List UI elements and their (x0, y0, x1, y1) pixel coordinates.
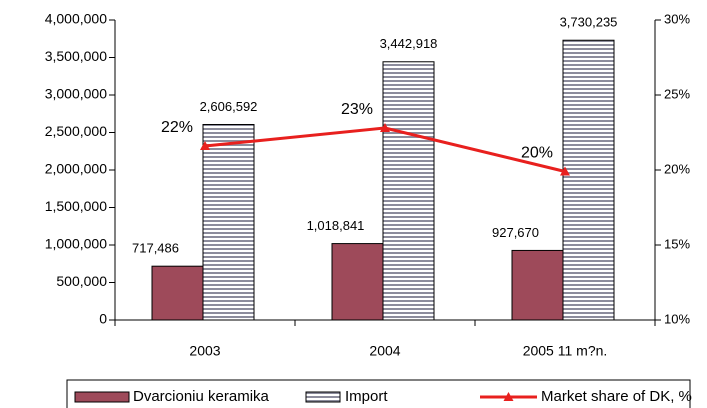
y-tick-label: 3,500,000 (45, 48, 107, 64)
bar-value-label: 3,442,918 (380, 36, 438, 51)
y2-tick-label: 10% (664, 311, 690, 326)
bar-value-label: 3,730,235 (560, 15, 618, 30)
bar-value-label: 927,670 (492, 225, 539, 240)
line-marker (560, 166, 570, 176)
bar (511, 249, 564, 321)
x-tick-label: 2003 (189, 343, 220, 359)
line-marker (200, 141, 210, 150)
legend-label: Import (345, 388, 388, 405)
bar-value-label: 1,018,841 (307, 218, 365, 233)
y-tick-label: 2,500,000 (45, 123, 107, 139)
y2-tick-label: 15% (664, 236, 690, 251)
bar-value-label: 2,606,592 (200, 99, 258, 114)
y-tick-label: 4,000,000 (45, 11, 107, 27)
bar (382, 61, 435, 321)
x-tick-label: 2004 (369, 343, 400, 359)
y-tick-label: 1,000,000 (45, 236, 107, 252)
legend-swatch (503, 392, 514, 401)
line-value-label: 23% (341, 101, 373, 118)
legend-swatch (74, 391, 130, 403)
line-value-label: 22% (161, 119, 193, 136)
x-tick-label: 2005 11 m?n. (523, 343, 608, 359)
y-tick-label: 0 (99, 311, 107, 327)
bar (151, 265, 204, 321)
y2-tick-label: 20% (664, 161, 690, 176)
bar (331, 243, 384, 321)
y-tick-label: 2,000,000 (45, 161, 107, 177)
legend-box (66, 379, 691, 408)
line-value-label: 20% (521, 145, 553, 162)
y-tick-label: 1,500,000 (45, 198, 107, 214)
y2-tick-label: 30% (664, 11, 690, 26)
y-tick-label: 500,000 (56, 273, 107, 289)
legend-label: Dvarcioniu keramika (133, 388, 270, 405)
bar-value-label: 717,486 (132, 241, 179, 256)
legend-swatch (305, 391, 341, 403)
line-marker (380, 123, 390, 132)
bar (202, 124, 255, 321)
y-tick-label: 3,000,000 (45, 86, 107, 102)
bar (562, 39, 615, 321)
y2-tick-label: 25% (664, 86, 690, 101)
legend-label: Market share of DK, % (541, 388, 692, 405)
